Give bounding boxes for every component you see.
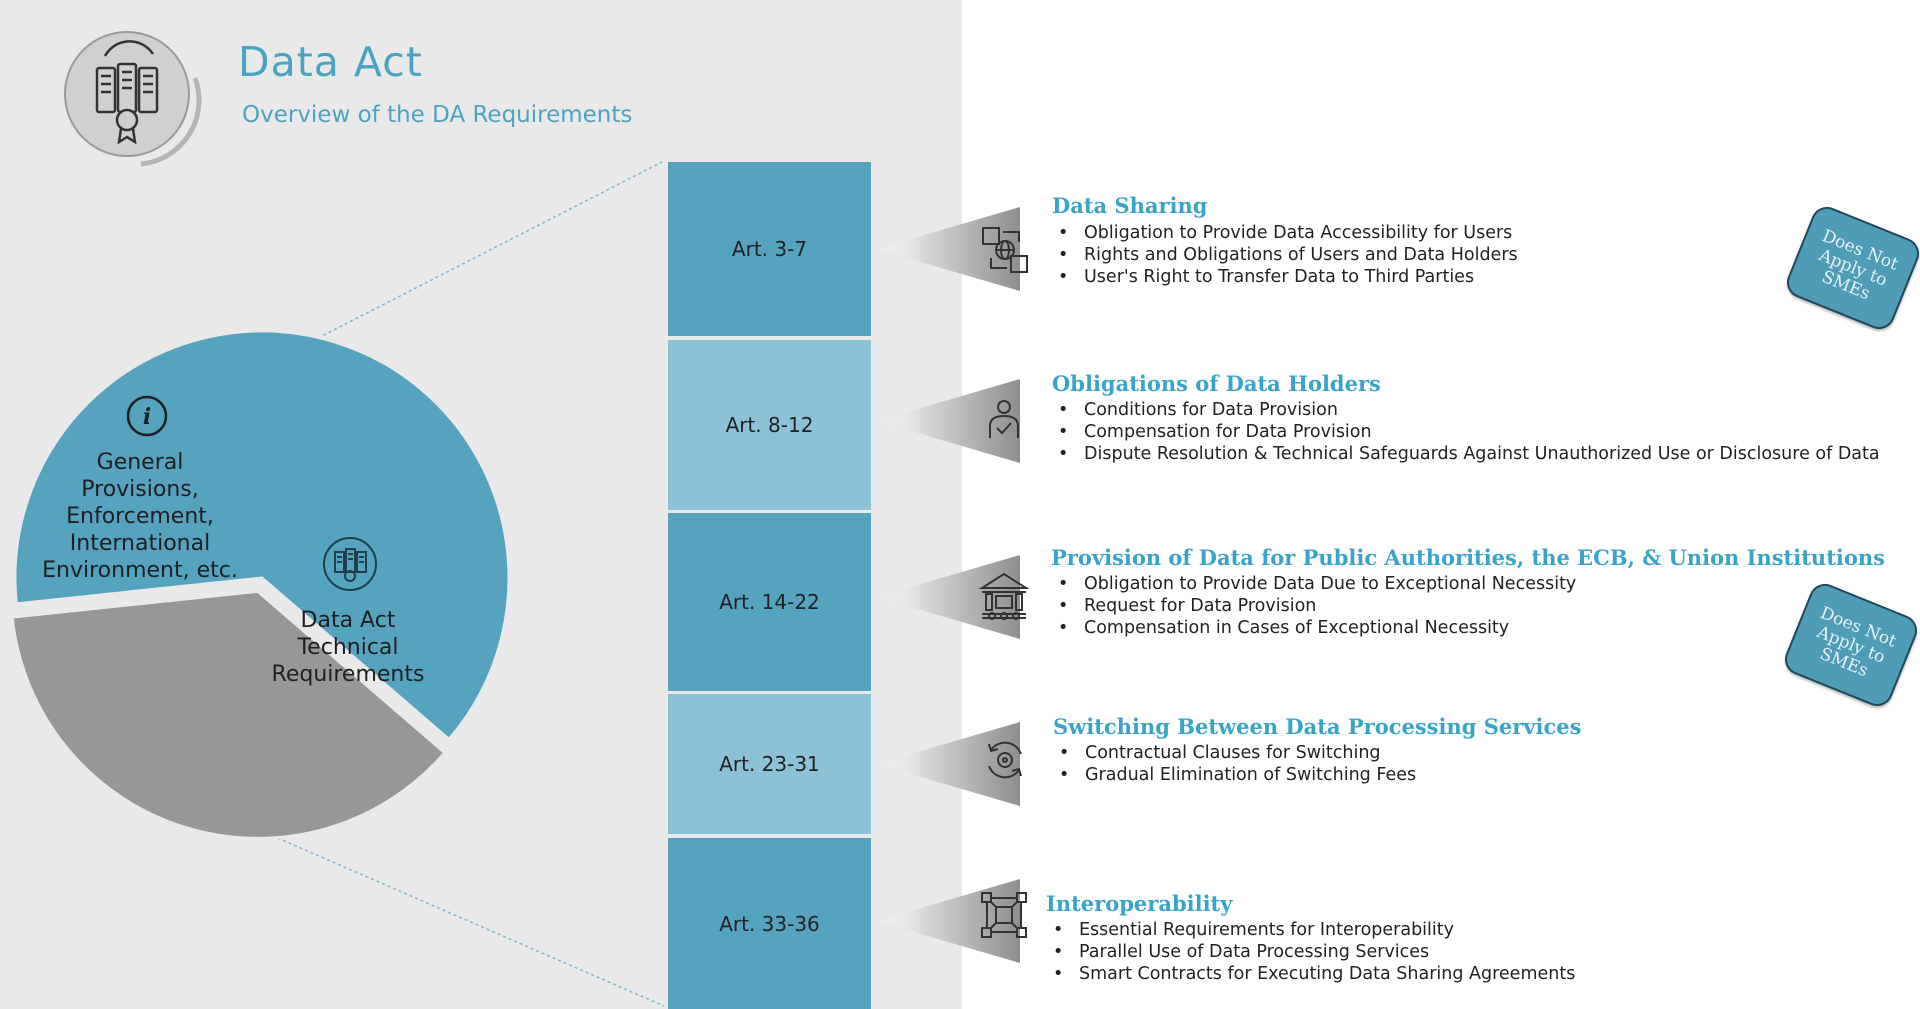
page-subtitle: Overview of the DA Requirements — [242, 102, 633, 128]
cones — [876, 207, 1020, 963]
list-item: Dispute Resolution & Technical Safeguard… — [1050, 443, 1880, 465]
pie-label-technical: Data Act Technical Requirements — [271, 608, 425, 687]
list-item: Contractual Clauses for Switching — [1051, 742, 1416, 764]
header-logo — [63, 30, 203, 170]
bullet-list-switching: Contractual Clauses for Switching Gradua… — [1051, 742, 1416, 786]
list-item: Gradual Elimination of Switching Fees — [1051, 764, 1416, 786]
cone-pointer-4 — [876, 722, 1020, 806]
list-item: User's Right to Transfer Data to Third P… — [1050, 266, 1518, 288]
list-item: Request for Data Provision — [1050, 595, 1576, 617]
list-item: Smart Contracts for Executing Data Shari… — [1045, 963, 1575, 985]
data-sharing-icon — [982, 227, 1028, 273]
list-item: Compensation in Cases of Exceptional Nec… — [1050, 617, 1576, 639]
pie-label-general: General Provisions, Enforcement, Interna… — [42, 450, 238, 583]
article-box-3: Art. 14-22 — [668, 513, 871, 691]
list-item: Obligation to Provide Data Due to Except… — [1050, 573, 1576, 595]
article-box-2: Art. 8-12 — [668, 340, 871, 510]
data-holder-icon — [989, 400, 1019, 438]
list-item: Obligation to Provide Data Accessibility… — [1050, 222, 1518, 244]
section-title-switching: Switching Between Data Processing Servic… — [1053, 714, 1582, 739]
section-title-public-authorities: Provision of Data for Public Authorities… — [1051, 545, 1885, 570]
bullet-list-data-sharing: Obligation to Provide Data Accessibility… — [1050, 222, 1518, 288]
connector-line-top — [317, 161, 663, 339]
article-box-5: Art. 33-36 — [668, 838, 871, 1009]
section-title-interoperability: Interoperability — [1046, 891, 1233, 916]
section-title-data-sharing: Data Sharing — [1052, 193, 1208, 218]
bullet-list-interoperability: Essential Requirements for Interoperabil… — [1045, 919, 1575, 985]
switching-icon — [988, 741, 1022, 779]
list-item: Compensation for Data Provision — [1050, 421, 1880, 443]
interoperability-icon — [981, 892, 1027, 938]
data-act-logo-icon — [64, 31, 202, 167]
svg-text:i: i — [143, 404, 151, 430]
bullet-list-public-authorities: Obligation to Provide Data Due to Except… — [1050, 573, 1576, 639]
servers-icon — [323, 537, 377, 591]
cone-pointer-2 — [876, 379, 1020, 463]
list-item: Conditions for Data Provision — [1050, 399, 1880, 421]
connector-line-bottom — [249, 825, 665, 1007]
public-authority-icon — [978, 572, 1030, 620]
pie-chart — [10, 329, 511, 840]
article-box-4: Art. 23-31 — [668, 694, 871, 834]
list-item: Parallel Use of Data Processing Services — [1045, 941, 1575, 963]
info-icon: i — [126, 395, 168, 437]
page-title: Data Act — [238, 38, 423, 86]
cone-pointer-5 — [876, 879, 1020, 963]
pie-slice-general — [10, 589, 447, 840]
bullet-list-data-holders: Conditions for Data Provision Compensati… — [1050, 399, 1880, 465]
section-title-data-holders: Obligations of Data Holders — [1052, 371, 1381, 396]
list-item: Rights and Obligations of Users and Data… — [1050, 244, 1518, 266]
list-item: Essential Requirements for Interoperabil… — [1045, 919, 1575, 941]
article-box-1: Art. 3-7 — [668, 162, 871, 336]
